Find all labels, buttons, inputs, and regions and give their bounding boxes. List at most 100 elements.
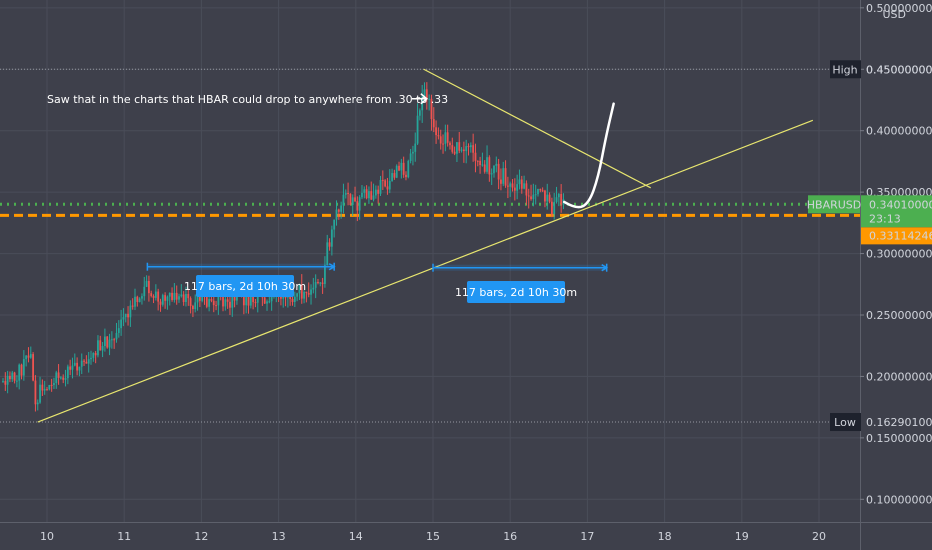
candle-body — [166, 296, 169, 301]
candle-body — [25, 355, 28, 360]
candle-body — [71, 365, 74, 370]
price-tick-label: 0.10000000 — [866, 493, 932, 506]
candle-body — [530, 196, 532, 200]
candle-body — [486, 157, 488, 172]
candle-body — [395, 165, 398, 178]
candle-body — [229, 301, 231, 308]
candle-body — [94, 353, 97, 356]
candle-body — [335, 209, 338, 220]
low-label-box — [830, 413, 861, 432]
candle-body — [416, 115, 419, 144]
candle-body — [467, 146, 470, 148]
candle-body — [32, 354, 35, 381]
time-tick-label: 12 — [194, 530, 208, 543]
support-price-box — [861, 227, 932, 245]
candle-body — [476, 160, 479, 162]
candle-body — [210, 299, 213, 301]
candle-body — [189, 298, 192, 307]
candle-body — [13, 372, 16, 381]
candle-body — [6, 375, 9, 385]
candle-body — [509, 183, 512, 187]
candle-body — [328, 242, 331, 247]
candle-body — [141, 296, 143, 299]
candle-body — [143, 286, 146, 297]
candle-body — [469, 145, 472, 148]
candle-body — [398, 165, 400, 171]
candle-body — [361, 192, 363, 198]
range-label-2[interactable]: 117 bars, 2d 10h 30m — [455, 281, 577, 303]
candle-body — [180, 294, 183, 297]
candle-body — [205, 295, 208, 307]
candle-body — [351, 197, 354, 206]
candle-body — [64, 378, 67, 380]
candle-body — [513, 187, 516, 191]
candle-body — [402, 162, 405, 175]
candle-body — [374, 189, 377, 196]
candle-body — [50, 384, 53, 386]
candle-body — [266, 301, 268, 304]
candle-body — [391, 173, 393, 181]
candle-body — [340, 205, 343, 212]
projection-curve — [562, 102, 615, 209]
candle-body — [326, 242, 329, 266]
candle-body — [550, 201, 553, 215]
last-price-value: 0.34010000 — [869, 198, 932, 211]
candle-body — [333, 219, 336, 230]
candle-body — [312, 287, 315, 290]
chart-drawings[interactable] — [37, 68, 814, 423]
candle-body — [418, 110, 421, 116]
time-tick-label: 16 — [503, 530, 517, 543]
candle-body — [76, 362, 79, 371]
candle-body — [502, 168, 505, 184]
uptrend-trend-line — [37, 119, 814, 423]
candle-body — [504, 168, 507, 186]
candle-body — [268, 301, 271, 303]
range-label-1[interactable]: 117 bars, 2d 10h 30m — [184, 275, 306, 297]
candle-body — [263, 297, 266, 304]
range-label-2-box — [467, 281, 565, 303]
candle-body — [465, 146, 468, 152]
candle-body — [270, 295, 273, 302]
candle-body — [115, 332, 118, 340]
candle-body — [451, 145, 454, 152]
range-label-1-box — [196, 275, 294, 297]
candle-body — [254, 302, 257, 304]
candle-body — [245, 289, 248, 306]
candle-body — [412, 151, 414, 154]
candle-body — [215, 305, 217, 307]
candle-body — [553, 201, 556, 215]
candle-body — [439, 136, 442, 144]
price-tick-label: 0.45000000 — [866, 63, 932, 76]
range-2-arrow — [601, 264, 609, 272]
candle-body — [92, 353, 95, 358]
candle-body — [136, 296, 139, 303]
candle-body — [196, 296, 199, 303]
candle-body — [152, 295, 155, 298]
annotation[interactable]: Saw that in the charts that HBAR could d… — [47, 93, 448, 106]
price-tick-label: 0.20000000 — [866, 370, 932, 383]
candle-body — [62, 377, 65, 380]
candle-body — [414, 143, 417, 152]
time-tick-label: 18 — [658, 530, 672, 543]
candle-body — [117, 328, 120, 333]
candle-body — [310, 289, 312, 295]
range-label-2-text: 117 bars, 2d 10h 30m — [455, 286, 577, 299]
candle-body — [488, 157, 491, 175]
candle-body — [300, 284, 303, 299]
candle-body — [372, 195, 375, 200]
candle-body — [370, 191, 373, 200]
low-label-name: Low — [834, 416, 856, 429]
candle-body — [83, 360, 85, 362]
candle-body — [500, 179, 502, 184]
candle-body — [428, 98, 431, 100]
symbol-label-text: HBARUSD — [807, 198, 862, 211]
candle-body — [534, 194, 537, 196]
candle-body — [122, 317, 125, 320]
range-label-1-text: 117 bars, 2d 10h 30m — [184, 280, 306, 293]
candle-body — [18, 364, 21, 381]
date-range-measures[interactable]: 117 bars, 2d 10h 30m 117 bars, 2d 10h 30… — [146, 262, 609, 303]
time-axis[interactable]: 10 11 12 13 14 15 16 17 18 19 20 — [40, 530, 826, 543]
candle-body — [69, 366, 72, 370]
candle-body — [113, 339, 116, 341]
